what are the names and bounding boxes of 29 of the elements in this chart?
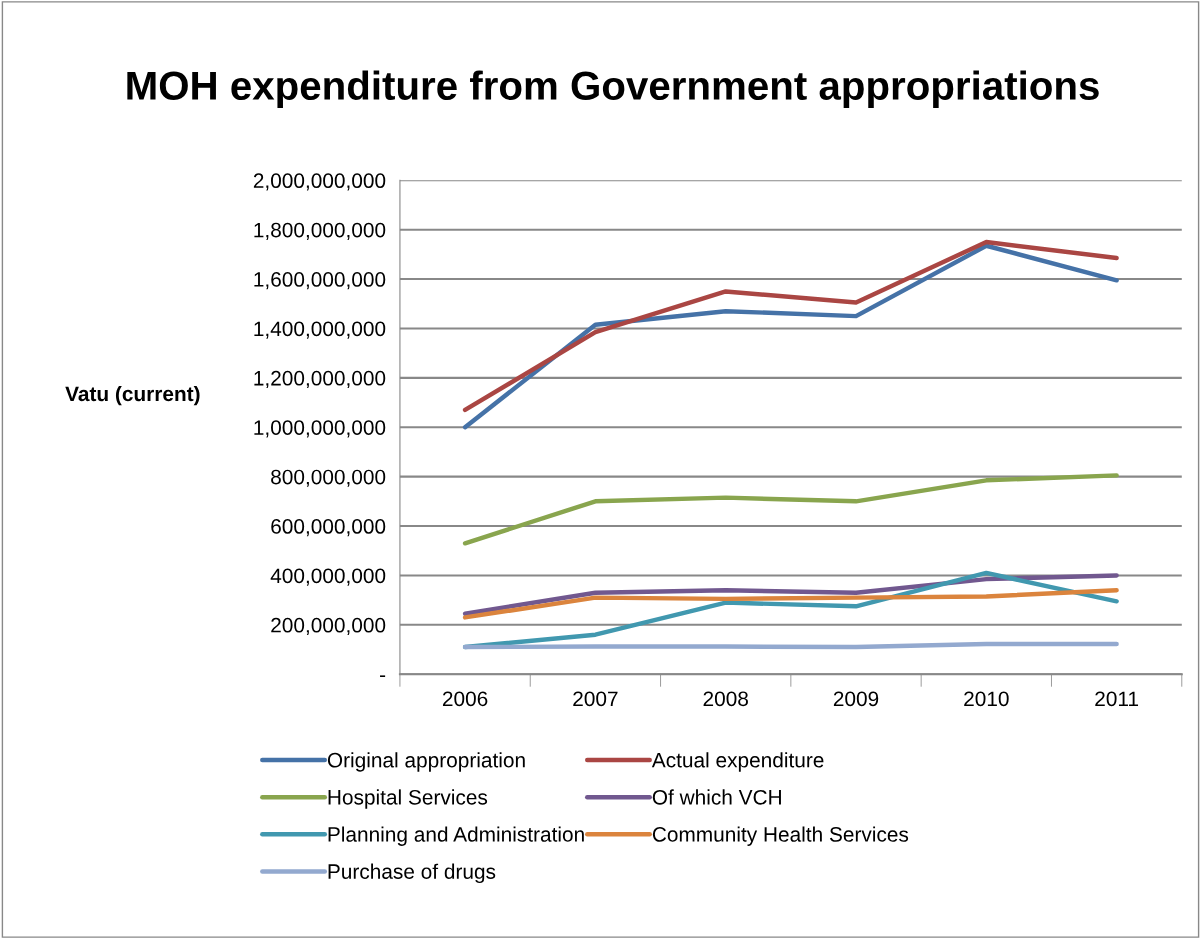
legend-label: Original appropriation <box>327 752 525 772</box>
chart-title: MOH expenditure from Government appropriations <box>127 70 1099 108</box>
y-tick-label: 400,000,000 <box>270 568 386 586</box>
y-tick-label: 1,000,000,000 <box>254 420 386 438</box>
y-tick-label: 800,000,000 <box>271 469 386 487</box>
legend-label: Hospital Services <box>328 789 488 809</box>
y-tick-label: - <box>380 675 386 678</box>
y-tick-label: 1,800,000,000 <box>254 222 386 240</box>
y-axis-title: Vatu (current) <box>65 385 200 406</box>
legend-label: Actual expenditure <box>651 752 824 772</box>
x-tick-label: 2006 <box>442 691 488 707</box>
y-tick-label: 600,000,000 <box>271 519 386 537</box>
y-tick-label: 2,000,000,000 <box>253 173 386 191</box>
line-series <box>462 573 1119 616</box>
legend-label: Purchase of drugs <box>328 863 496 884</box>
legend-label: Planning and Administration <box>328 826 584 846</box>
x-tick-label: 2009 <box>833 691 879 707</box>
line-series <box>462 588 1119 620</box>
y-tick-label: 1,400,000,000 <box>254 321 386 339</box>
legend-label: Community Health Services <box>652 826 909 846</box>
y-tick-label: 200,000,000 <box>271 617 386 636</box>
x-tick-label: 2008 <box>703 691 748 707</box>
x-tick-label: 2007 <box>573 691 618 707</box>
y-tick-label: 1,600,000,000 <box>254 272 386 290</box>
x-tick-label: 2011 <box>1095 691 1139 707</box>
legend-label: Of which VCH <box>652 789 781 805</box>
y-tick-label: 1,200,000,000 <box>254 370 386 389</box>
x-tick-label: 2010 <box>964 691 1009 707</box>
line-series <box>462 473 1119 546</box>
